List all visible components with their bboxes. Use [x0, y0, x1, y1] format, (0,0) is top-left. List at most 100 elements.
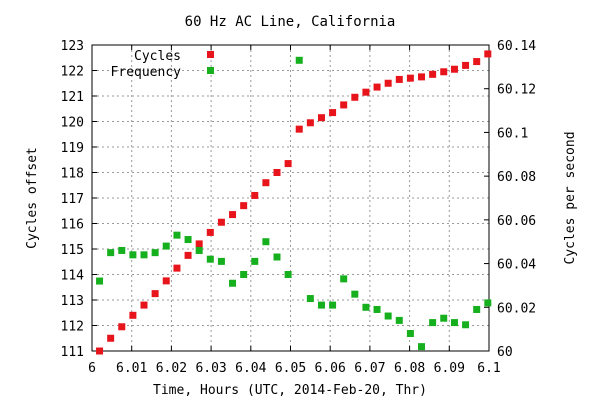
- y2-tick-label: 60.1: [497, 126, 528, 141]
- frequency-point: [317, 301, 325, 309]
- frequency-point: [395, 316, 403, 324]
- frequency-point: [273, 253, 281, 261]
- x-tick-label: 6.01: [116, 361, 147, 376]
- y-tick-label: 114: [61, 269, 85, 284]
- cycles-point: [317, 114, 325, 122]
- cycles-point: [173, 264, 181, 272]
- cycles-point: [440, 68, 448, 76]
- frequency-point: [440, 314, 448, 322]
- cycles-point: [362, 88, 370, 96]
- frequency-point: [140, 251, 148, 259]
- y-tick-label: 118: [61, 167, 84, 182]
- frequency-point: [306, 295, 314, 303]
- y-tick-label: 116: [61, 218, 84, 233]
- cycles-point: [395, 75, 403, 83]
- cycles-point: [473, 58, 481, 66]
- x-tick-label: 6.04: [235, 361, 266, 376]
- x-axis-label: Time, Hours (UTC, 2014-Feb-20, Thr): [153, 383, 427, 398]
- cycles-point: [96, 347, 104, 355]
- cycles-point: [195, 240, 203, 248]
- frequency-point: [373, 305, 381, 313]
- frequency-point: [229, 279, 237, 287]
- cycles-point: [306, 119, 314, 127]
- legend-label: Frequency: [111, 65, 182, 80]
- cycles-point: [273, 169, 281, 176]
- x-tick-label: 6.03: [195, 361, 226, 376]
- frequency-point: [240, 271, 248, 278]
- x-tick-label: 6.05: [275, 361, 306, 376]
- cycles-point: [429, 70, 437, 78]
- y2-tick-label: 60.04: [497, 258, 536, 273]
- legend-marker: [207, 67, 214, 74]
- frequency-point: [450, 319, 458, 327]
- cycles-point: [129, 311, 137, 319]
- cycles-point: [151, 290, 159, 298]
- y-tick-label: 122: [61, 65, 84, 80]
- y2-tick-label: 60.12: [497, 83, 536, 98]
- frequency-point: [462, 321, 470, 329]
- cycles-point: [406, 74, 414, 82]
- y2-axis-label: Cycles per second: [563, 131, 578, 264]
- y-tick-label: 111: [61, 345, 84, 360]
- frequency-point: [406, 330, 414, 338]
- grid: [92, 45, 489, 351]
- chart-title: 60 Hz AC Line, California: [185, 14, 396, 30]
- x-tick-label: 6.1: [477, 361, 500, 376]
- cycles-point: [184, 251, 192, 259]
- cycles-point: [251, 191, 259, 199]
- frequency-point: [195, 246, 203, 254]
- cycles-point: [162, 277, 170, 285]
- y-axis-label: Cycles offset: [25, 147, 40, 249]
- frequency-point: [295, 56, 303, 64]
- cycles-point: [462, 61, 470, 69]
- frequency-point: [251, 257, 259, 265]
- y-tick-label: 119: [61, 141, 84, 156]
- frequency-point: [284, 271, 292, 278]
- frequency-point: [151, 249, 159, 257]
- frequency-point: [418, 343, 426, 351]
- cycles-point: [484, 50, 492, 58]
- frequency-point: [217, 257, 225, 265]
- cycles-point: [240, 202, 248, 210]
- cycles-point: [262, 179, 270, 187]
- plot-frame: [91, 44, 490, 352]
- frequency-point: [429, 319, 437, 327]
- frequency-point: [473, 305, 481, 313]
- frequency-point: [329, 301, 337, 309]
- cycles-point: [284, 160, 292, 168]
- y2-tick-label: 60.02: [497, 301, 536, 316]
- y2-tick-label: 60.14: [497, 39, 536, 54]
- x-tick-label: 6: [88, 361, 96, 376]
- frequency-point: [206, 255, 214, 263]
- x-tick-label: 6.09: [434, 361, 465, 376]
- cycles-point: [295, 125, 303, 133]
- frequency-point: [184, 236, 192, 244]
- cycles-point: [140, 301, 148, 309]
- frequency-point: [118, 246, 126, 254]
- y-tick-label: 112: [61, 320, 84, 335]
- y-tick-label: 117: [61, 192, 84, 207]
- frequency-point: [173, 231, 181, 239]
- cycles-point: [418, 73, 426, 81]
- frequency-point: [340, 275, 348, 283]
- frequency-point: [162, 242, 170, 250]
- x-tick-label: 6.07: [354, 361, 385, 376]
- x-tick-label: 6.02: [156, 361, 187, 376]
- cycles-point: [217, 218, 225, 226]
- axes-ticks: 6 6.01 6.02 6.03 6.04 6.05 6.06 6.07 6.08 6.09 6.1…: [61, 39, 537, 376]
- cycles-point: [206, 228, 214, 236]
- cycles-point: [229, 211, 237, 219]
- cycles-point: [351, 93, 359, 101]
- frequency-point: [96, 277, 104, 285]
- cycles-point: [373, 83, 381, 91]
- y-tick-label: 121: [61, 90, 84, 105]
- data-series: [96, 50, 492, 355]
- cycles-point: [450, 65, 458, 73]
- frequency-point: [262, 238, 270, 246]
- cycles-point: [107, 334, 115, 342]
- y2-tick-label: 60.06: [497, 214, 536, 229]
- x-tick-label: 6.08: [394, 361, 425, 376]
